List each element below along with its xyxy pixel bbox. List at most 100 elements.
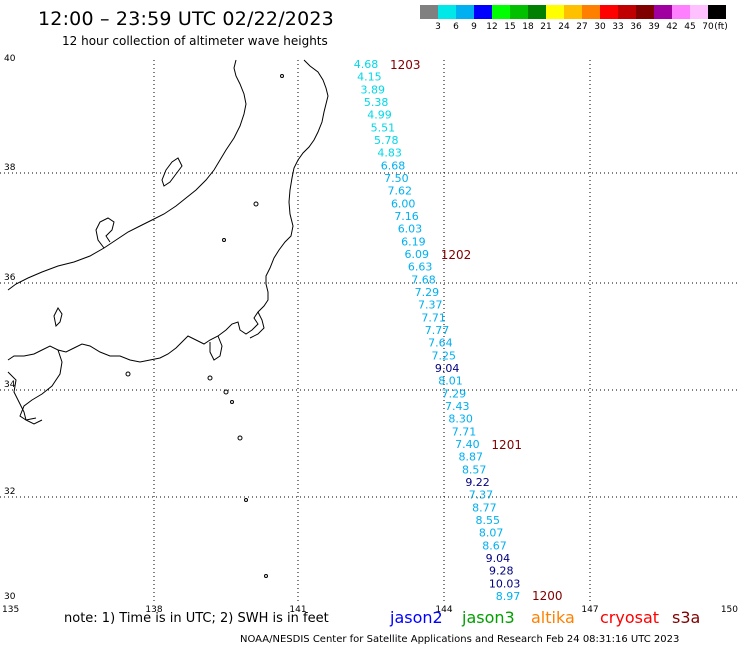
wave-height-value: 7.43 bbox=[445, 400, 470, 413]
wave-height-value: 7.37 bbox=[418, 299, 443, 312]
latitude-label: 36 bbox=[4, 273, 16, 283]
wave-height-value: 8.01 bbox=[438, 375, 463, 388]
wave-height-value: 4.83 bbox=[377, 147, 402, 160]
wave-height-value: 6.63 bbox=[408, 261, 433, 274]
izu-island bbox=[244, 498, 248, 502]
wave-height-value: 6.09 bbox=[404, 248, 429, 261]
wave-height-value: 8.97 bbox=[496, 590, 521, 603]
scale-swatch bbox=[636, 5, 654, 19]
wave-height-value: 4.15 bbox=[357, 71, 382, 84]
scale-label: 30 bbox=[594, 22, 606, 32]
wave-height-value: 8.67 bbox=[482, 539, 507, 552]
legend-jason3: jason3 bbox=[462, 608, 515, 627]
map-title: 12:00 – 23:59 UTC 02/22/2023 bbox=[38, 8, 334, 30]
small-island bbox=[253, 201, 259, 207]
wave-height-value: 8.55 bbox=[475, 514, 500, 527]
satellite-track: 4.684.153.895.384.995.515.784.836.687.50… bbox=[354, 58, 563, 603]
scale-swatch bbox=[510, 5, 528, 19]
scale-label: 9 bbox=[471, 22, 477, 32]
wave-height-value: 6.68 bbox=[381, 159, 406, 172]
scale-swatch bbox=[600, 5, 618, 19]
longitude-label: 144 bbox=[435, 605, 452, 615]
boso-peninsula bbox=[249, 311, 265, 339]
wave-height-value: 7.62 bbox=[388, 185, 413, 198]
scale-label: 70 bbox=[702, 22, 714, 32]
shikoku-coast bbox=[7, 371, 43, 425]
scale-swatch bbox=[618, 5, 636, 19]
longitude-label: 147 bbox=[581, 605, 598, 615]
izu-island bbox=[223, 389, 229, 395]
scale-swatch bbox=[564, 5, 582, 19]
scale-swatch bbox=[582, 5, 600, 19]
wave-height-value: 7.16 bbox=[394, 210, 419, 223]
izu-island bbox=[207, 375, 213, 381]
scale-label: 27 bbox=[576, 22, 588, 32]
scale-swatch bbox=[420, 5, 438, 19]
izu-island bbox=[230, 400, 234, 404]
scale-swatch bbox=[654, 5, 672, 19]
wave-height-value: 4.99 bbox=[367, 109, 392, 122]
scale-swatch bbox=[546, 5, 564, 19]
wave-height-value: 6.00 bbox=[391, 197, 416, 210]
track-time-label: 1203 bbox=[390, 58, 421, 72]
scale-swatch bbox=[456, 5, 474, 19]
wave-height-value: 9.04 bbox=[435, 362, 460, 375]
wave-height-value: 5.38 bbox=[364, 96, 389, 109]
wave-height-value: 3.89 bbox=[361, 83, 386, 96]
izu-peninsula bbox=[209, 335, 223, 361]
wave-height-value: 8.87 bbox=[459, 451, 484, 464]
kii-peninsula bbox=[19, 349, 63, 421]
wave-height-value: 8.77 bbox=[472, 501, 497, 514]
scale-label: 6 bbox=[453, 22, 459, 32]
footer-credit: NOAA/NESDIS Center for Satellite Applica… bbox=[240, 634, 680, 645]
wave-height-value: 7.29 bbox=[442, 387, 467, 400]
wave-height-value: 9.04 bbox=[486, 552, 511, 565]
scale-label: 36 bbox=[630, 22, 642, 32]
longitude-label: 135 bbox=[2, 605, 19, 615]
scale-swatch bbox=[672, 5, 690, 19]
coastline bbox=[7, 59, 329, 578]
wave-height-value: 5.78 bbox=[374, 134, 399, 147]
lake-biwa bbox=[53, 307, 63, 328]
legend-altika: altika bbox=[531, 608, 575, 627]
izu-island bbox=[237, 435, 243, 441]
scale-swatch bbox=[708, 5, 726, 19]
scale-swatch bbox=[690, 5, 708, 19]
small-island bbox=[125, 371, 131, 377]
track-time-label: 1200 bbox=[532, 589, 563, 603]
small-island bbox=[280, 74, 284, 78]
wave-height-value: 10.03 bbox=[489, 577, 521, 590]
noto-peninsula bbox=[95, 217, 115, 249]
scale-label: 24 bbox=[558, 22, 570, 32]
japan-sea-coastline bbox=[7, 59, 247, 291]
axis-labels: 40 38 36 34 32 30 135 138 141 144 147 150 bbox=[2, 54, 738, 615]
wave-height-value: 8.07 bbox=[479, 527, 504, 540]
wave-height-value: 7.68 bbox=[411, 273, 436, 286]
scale-swatch bbox=[492, 5, 510, 19]
sado-island bbox=[161, 157, 183, 187]
scale-label: 15 bbox=[504, 22, 516, 32]
wave-height-value: 7.71 bbox=[452, 425, 477, 438]
wave-height-value: 4.68 bbox=[354, 58, 379, 71]
wave-height-value: 9.28 bbox=[489, 565, 514, 578]
latitude-label: 34 bbox=[4, 380, 16, 390]
scale-swatch bbox=[528, 5, 546, 19]
map-subtitle: 12 hour collection of altimeter wave hei… bbox=[62, 34, 328, 48]
scale-unit: (ft) bbox=[714, 22, 728, 32]
track-time-label: 1201 bbox=[491, 438, 522, 452]
lat-lon-grid bbox=[0, 60, 740, 604]
scale-label: 18 bbox=[522, 22, 534, 32]
wave-height-value: 7.40 bbox=[455, 438, 480, 451]
wave-height-value: 8.57 bbox=[462, 463, 487, 476]
honshu-coastline bbox=[7, 59, 329, 363]
legend-jason2: jason2 bbox=[390, 608, 443, 627]
longitude-label: 138 bbox=[145, 605, 162, 615]
longitude-label: 150 bbox=[721, 605, 738, 615]
latitude-label: 30 bbox=[4, 592, 16, 602]
wave-height-value: 6.03 bbox=[398, 223, 423, 236]
wave-height-value: 9.22 bbox=[465, 476, 490, 489]
wave-height-value: 7.64 bbox=[428, 337, 453, 350]
scale-label: 33 bbox=[612, 22, 624, 32]
scale-label: 21 bbox=[540, 22, 552, 32]
